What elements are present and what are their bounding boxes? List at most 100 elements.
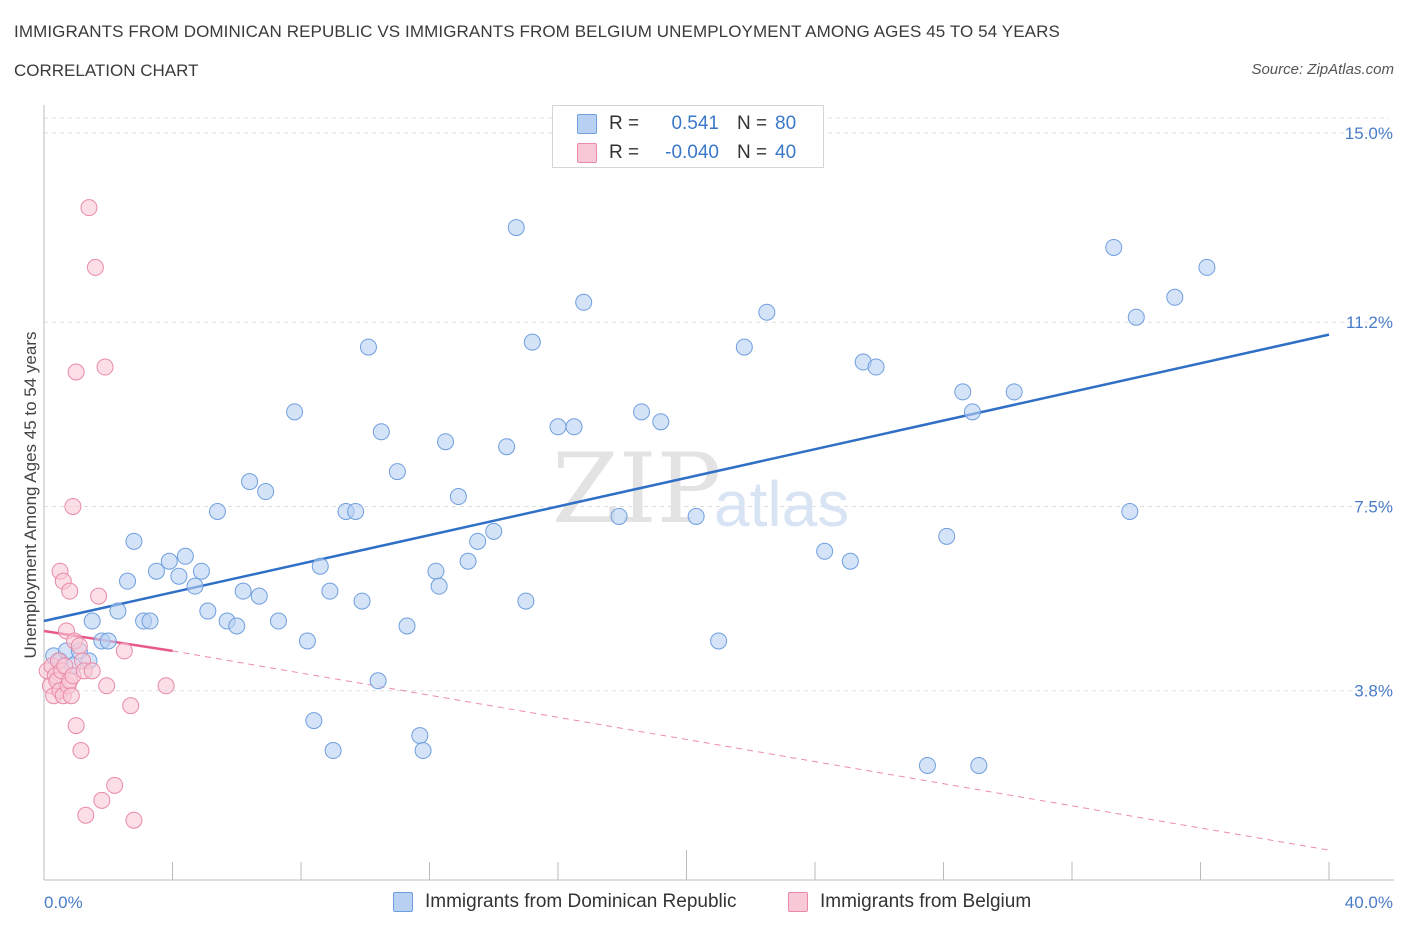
data-point-dominican <box>170 567 188 585</box>
data-point-dominican <box>257 483 275 501</box>
bottom-legend-label: Immigrants from Belgium <box>820 891 1032 912</box>
data-point-dominican <box>234 582 252 600</box>
data-point-dominican <box>347 502 365 520</box>
data-point-dominican <box>610 507 628 525</box>
data-point-dominican <box>192 562 210 580</box>
data-point-dominican <box>954 383 972 401</box>
data-point-dominican <box>1166 288 1184 306</box>
data-point-dominican <box>1105 238 1123 256</box>
data-point-dominican <box>459 552 477 570</box>
data-point-dominican <box>398 617 416 635</box>
data-point-dominican <box>1198 258 1216 276</box>
data-point-dominican <box>141 612 159 630</box>
data-point-belgium <box>125 811 143 829</box>
bottom-legend-swatch-blue <box>393 892 413 912</box>
data-point-belgium <box>67 717 85 735</box>
x-tick-label: 40.0% <box>1345 893 1393 912</box>
data-point-dominican <box>353 592 371 610</box>
data-point-dominican <box>841 552 859 570</box>
data-point-dominican <box>633 403 651 421</box>
data-point-dominican <box>507 219 525 237</box>
legend-row-belgium: R = -0.040 N = 40 <box>577 139 796 167</box>
chart-subtitle: CORRELATION CHART <box>14 61 199 80</box>
data-point-dominican <box>321 582 339 600</box>
legend-n-label: N = <box>737 113 768 134</box>
y-axis-label: Unemployment Among Ages 45 to 54 years <box>21 332 40 659</box>
data-point-dominican <box>970 756 988 774</box>
grid-layer <box>44 117 1389 692</box>
data-point-belgium <box>157 677 175 695</box>
data-point-dominican <box>388 463 406 481</box>
data-point-dominican <box>176 547 194 565</box>
data-point-belgium <box>122 697 140 715</box>
data-point-belgium <box>98 677 116 695</box>
bottom-legend-label: Immigrants from Dominican Republic <box>425 891 737 912</box>
data-point-dominican <box>469 532 487 550</box>
data-point-dominican <box>687 507 705 525</box>
data-point-dominican <box>99 632 117 650</box>
data-point-dominican <box>498 438 516 456</box>
data-point-dominican <box>369 672 387 690</box>
legend-swatch-pink <box>577 143 597 163</box>
data-point-dominican <box>523 333 541 351</box>
chart-title: IMMIGRANTS FROM DOMINICAN REPUBLIC VS IM… <box>14 22 1060 41</box>
data-point-dominican <box>109 602 127 620</box>
data-point-belgium <box>96 358 114 376</box>
legend-r-value: -0.040 <box>665 142 719 163</box>
watermark-atlas: atlas <box>714 468 849 540</box>
data-point-dominican <box>427 562 445 580</box>
data-point-dominican <box>1127 308 1145 326</box>
y-tick-label: 15.0% <box>1345 124 1393 143</box>
data-point-dominican <box>816 542 834 560</box>
data-point-dominican <box>411 727 429 745</box>
data-point-belgium <box>64 497 82 515</box>
watermark: ZIP atlas <box>552 433 849 545</box>
data-point-belgium <box>80 199 98 217</box>
data-point-dominican <box>485 522 503 540</box>
data-point-dominican <box>938 527 956 545</box>
data-point-dominican <box>414 742 432 760</box>
bottom-legend-belgium: Immigrants from Belgium <box>788 890 1031 914</box>
data-point-dominican <box>575 293 593 311</box>
data-point-dominican <box>549 418 567 436</box>
axis-layer: Unemployment Among Ages 45 to 54 years 3… <box>21 105 1394 912</box>
data-point-dominican <box>186 577 204 595</box>
data-point-belgium <box>115 642 133 660</box>
data-point-dominican <box>372 423 390 441</box>
data-point-belgium <box>67 363 85 381</box>
data-point-belgium <box>106 776 124 794</box>
data-point-dominican <box>160 552 178 570</box>
data-point-dominican <box>710 632 728 650</box>
data-point-belgium <box>61 582 79 600</box>
data-point-belgium <box>83 662 101 680</box>
data-point-belgium <box>70 637 88 655</box>
trend-line-belgium-extension <box>172 650 1330 851</box>
data-point-dominican <box>735 338 753 356</box>
legend-n-value: 80 <box>775 113 797 134</box>
bottom-legend-swatch-pink <box>788 892 808 912</box>
data-point-dominican <box>565 418 583 436</box>
data-point-dominican <box>652 413 670 431</box>
data-point-dominican <box>241 473 259 491</box>
data-point-dominican <box>437 433 455 451</box>
data-point-dominican <box>758 303 776 321</box>
data-point-dominican <box>228 617 246 635</box>
stats-legend: R = 0.541 N = 80 R = -0.040 N = 40 <box>552 105 824 168</box>
data-point-dominican <box>311 557 329 575</box>
data-point-dominican <box>119 572 137 590</box>
legend-row-dominican: R = 0.541 N = 80 <box>577 110 796 138</box>
data-point-dominican <box>324 742 342 760</box>
legend-r-label: R = <box>609 142 640 163</box>
data-point-dominican <box>430 577 448 595</box>
data-point-dominican <box>867 358 885 376</box>
data-point-belgium <box>93 791 111 809</box>
data-point-belgium <box>90 587 108 605</box>
data-point-dominican <box>305 712 323 730</box>
data-point-dominican <box>199 602 217 620</box>
x-tick-label: 0.0% <box>44 893 83 912</box>
data-point-dominican <box>147 562 165 580</box>
source-attribution: Source: ZipAtlas.com <box>1251 61 1394 78</box>
legend-r-value: 0.541 <box>671 113 719 134</box>
data-point-dominican <box>83 612 101 630</box>
